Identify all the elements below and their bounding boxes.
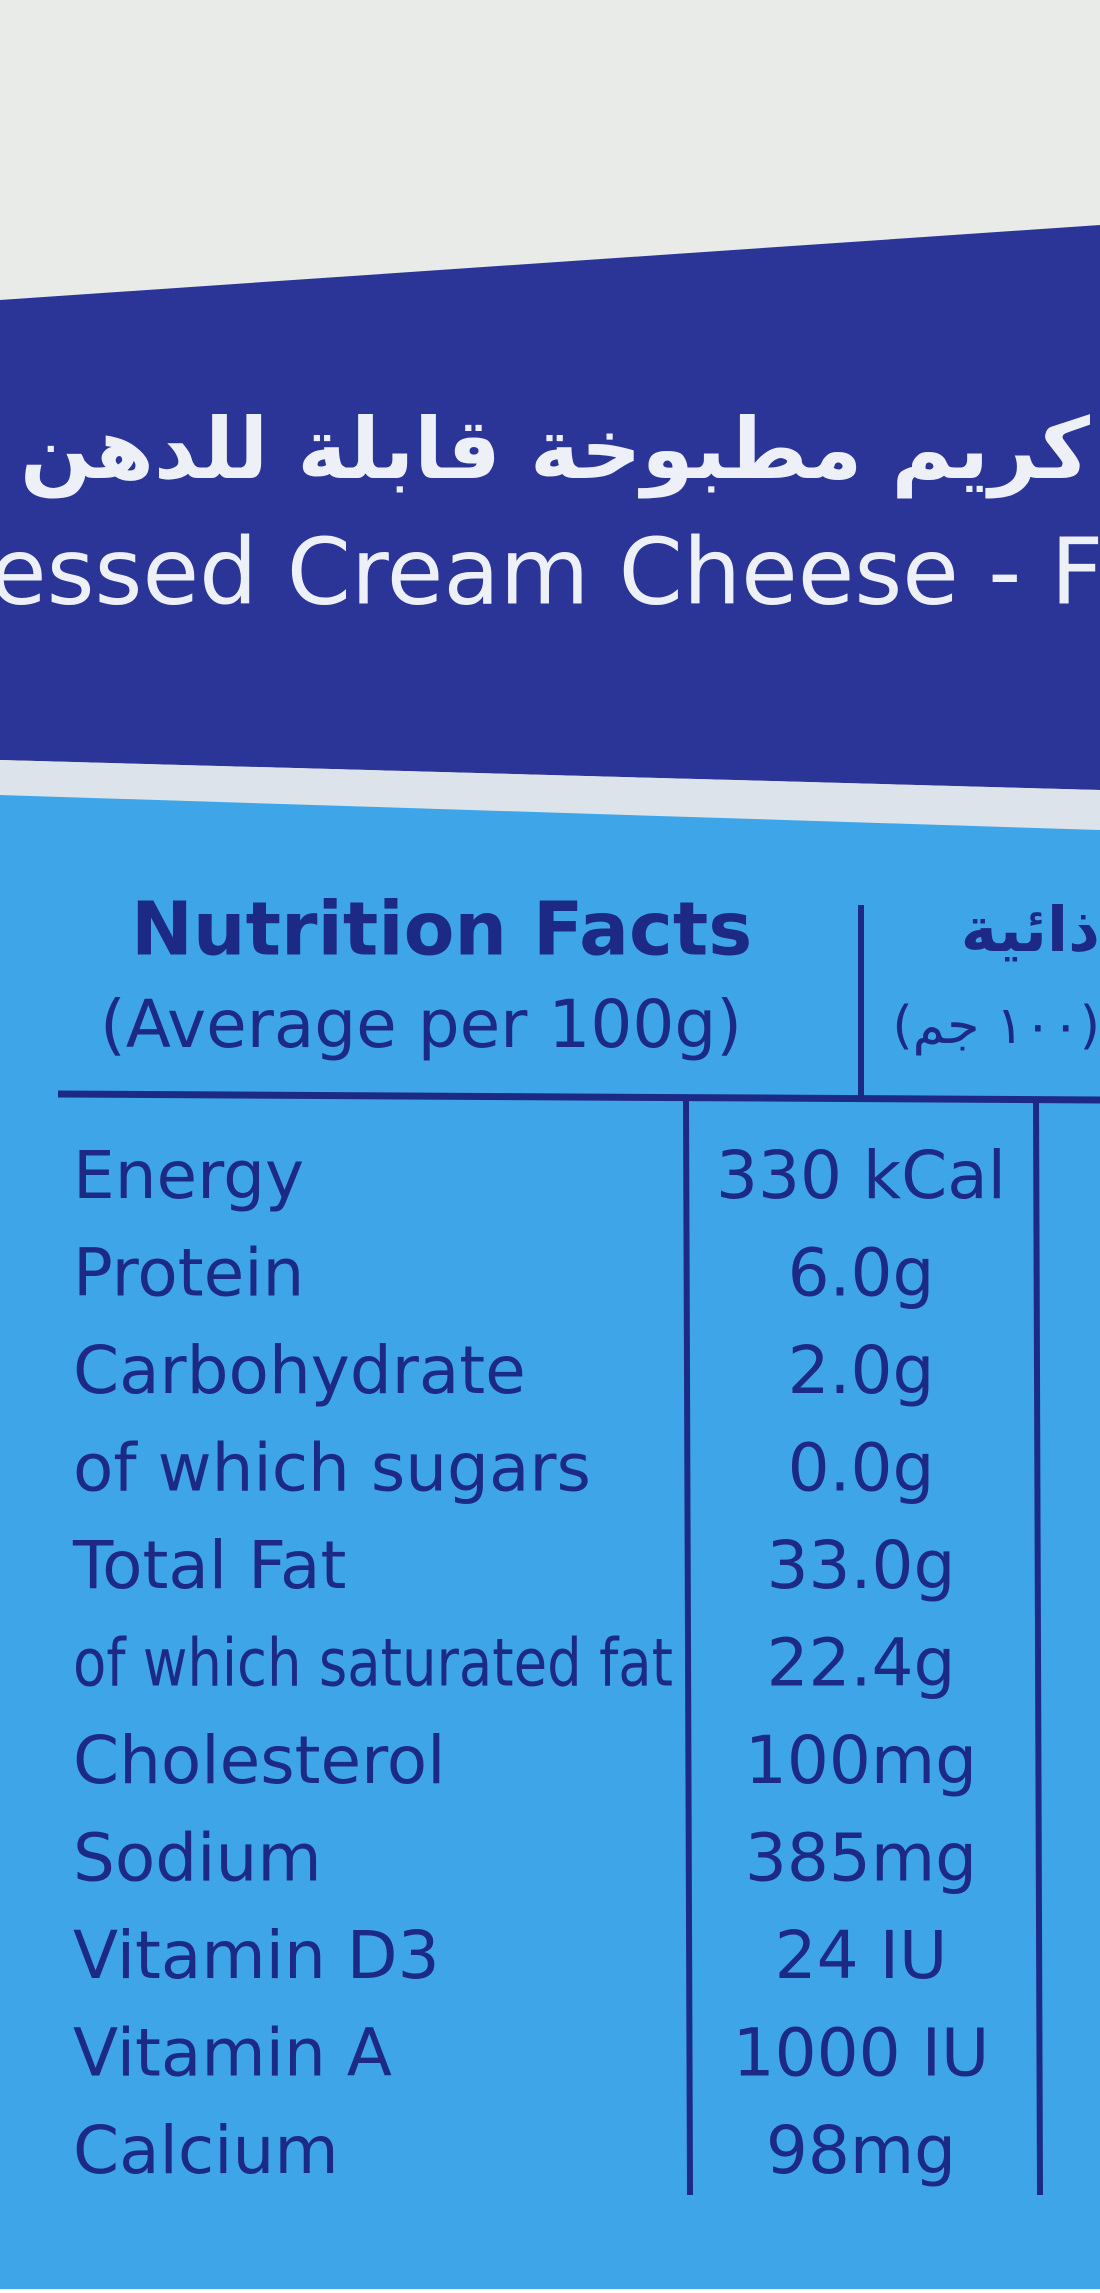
strip (0, 760, 1100, 830)
row-value: 2.0g (788, 1332, 935, 1409)
row-label: Vitamin A (73, 2015, 392, 2092)
row-value: 330 kCal (716, 1137, 1006, 1214)
row-label: Energy (73, 1137, 304, 1214)
table-title: Nutrition Facts (131, 887, 752, 973)
row-label: Protein (73, 1235, 304, 1312)
row-label: of which sugars (73, 1430, 591, 1507)
banner-english: essed Cream Cheese - F (0, 518, 1100, 625)
banner-arabic: كريم مطبوخة قابلة للدهن (20, 400, 1090, 499)
row-value: 98mg (766, 2112, 956, 2189)
row-value: 1000 IU (733, 2015, 990, 2092)
table-subtitle: (Average per 100g) (100, 986, 742, 1063)
arabic-subtitle: (١٠٠ جم) (892, 996, 1100, 1056)
row-value: 24 IU (775, 1917, 948, 1994)
row-value: 22.4g (767, 1625, 956, 1702)
row-label: Sodium (73, 1820, 322, 1897)
row-label: Total Fat (72, 1527, 346, 1604)
rows: Energy 330 kCal Protein 6.0g Carbohydrate 2.0… (72, 1137, 1006, 2189)
row-value: 385mg (745, 1820, 977, 1897)
rule (57, 1090, 1100, 1104)
row-value: 33.0g (767, 1527, 956, 1604)
arabic-title: ذائية (961, 893, 1100, 966)
row-value: 100mg (745, 1722, 977, 1799)
row-value: 6.0g (788, 1235, 935, 1312)
row-label: Vitamin D3 (73, 1917, 440, 1994)
row-value: 0.0g (788, 1430, 935, 1507)
row-label: Carbohydrate (73, 1332, 526, 1409)
banner (0, 225, 1100, 790)
divider (683, 1099, 693, 2196)
row-label: Cholesterol (73, 1722, 446, 1799)
row-label: Calcium (73, 2112, 339, 2189)
divider (1033, 1099, 1043, 2196)
row-label: of which saturated fat (73, 1625, 673, 1702)
panel (0, 795, 1100, 2289)
